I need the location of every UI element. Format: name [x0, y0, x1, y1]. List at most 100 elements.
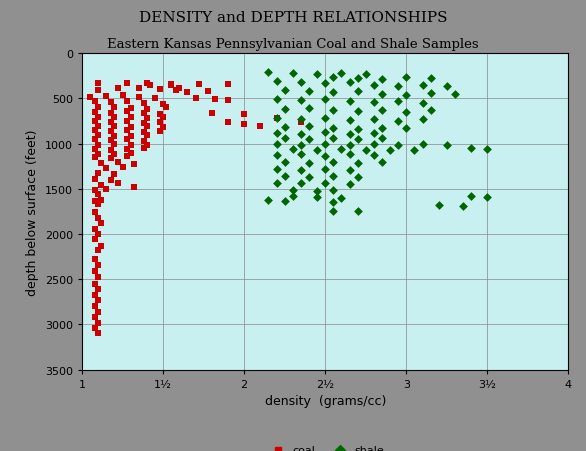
Point: [122, 146, 132, 153]
Point: [223, 119, 233, 126]
Point: [450, 92, 459, 99]
Point: [410, 147, 419, 154]
Point: [126, 143, 135, 150]
Point: [90, 146, 100, 153]
Point: [94, 87, 103, 95]
Point: [110, 171, 119, 179]
Point: [434, 202, 444, 209]
Point: [90, 209, 100, 216]
Point: [442, 83, 451, 90]
Point: [304, 136, 314, 143]
Point: [110, 152, 119, 159]
Point: [158, 115, 168, 122]
Point: [139, 129, 148, 136]
Point: [130, 184, 139, 191]
Point: [94, 297, 103, 304]
Point: [142, 123, 152, 130]
Point: [110, 104, 119, 111]
Point: [126, 150, 135, 157]
Point: [94, 80, 103, 87]
Point: [280, 135, 289, 143]
Point: [393, 98, 403, 106]
Point: [337, 146, 346, 153]
Point: [94, 308, 103, 316]
Point: [94, 319, 103, 327]
Point: [134, 85, 144, 92]
Point: [321, 141, 330, 148]
Point: [204, 88, 213, 96]
Point: [272, 141, 281, 148]
Text: Eastern Kansas Pennsylvanian Coal and Shale Samples: Eastern Kansas Pennsylvanian Coal and Sh…: [107, 38, 479, 51]
Point: [191, 96, 200, 103]
Point: [329, 207, 338, 215]
Point: [90, 127, 100, 134]
Point: [107, 155, 116, 162]
Point: [345, 142, 354, 149]
Point: [130, 161, 139, 168]
Point: [97, 160, 106, 167]
Point: [401, 109, 411, 116]
Point: [94, 170, 103, 178]
Point: [377, 91, 387, 98]
Point: [94, 274, 103, 281]
Point: [426, 75, 435, 83]
Point: [142, 132, 152, 139]
Point: [264, 69, 273, 77]
Point: [142, 106, 152, 114]
Point: [90, 325, 100, 332]
Point: [353, 160, 362, 167]
Point: [329, 159, 338, 166]
Point: [329, 199, 338, 207]
Point: [353, 136, 362, 143]
Point: [321, 166, 330, 173]
Point: [210, 97, 220, 104]
Point: [483, 146, 492, 153]
Point: [321, 153, 330, 160]
Point: [353, 126, 362, 133]
Point: [466, 145, 476, 152]
Point: [272, 179, 281, 187]
Point: [102, 165, 111, 172]
Point: [377, 135, 387, 143]
Point: [393, 142, 403, 149]
Point: [97, 220, 106, 227]
Point: [166, 81, 176, 88]
Point: [126, 124, 135, 132]
Point: [361, 147, 370, 155]
Point: [102, 93, 111, 100]
Point: [240, 121, 249, 128]
Point: [288, 187, 298, 194]
Point: [139, 100, 148, 107]
Point: [255, 123, 265, 130]
Point: [155, 87, 165, 94]
Point: [90, 291, 100, 299]
Point: [97, 182, 106, 189]
Point: [353, 174, 362, 181]
Point: [139, 120, 148, 127]
Point: [280, 173, 289, 180]
Point: [369, 152, 379, 160]
Point: [122, 98, 132, 106]
Point: [369, 99, 379, 106]
Point: [113, 180, 122, 188]
Point: [97, 243, 106, 250]
Point: [418, 100, 427, 107]
Point: [122, 118, 132, 125]
Point: [393, 83, 403, 90]
Point: [118, 164, 127, 171]
Point: [369, 130, 379, 138]
Point: [442, 142, 451, 149]
Point: [166, 82, 176, 89]
Point: [296, 152, 306, 159]
Point: [118, 92, 127, 99]
Point: [345, 117, 354, 124]
Point: [272, 130, 281, 137]
Point: [94, 286, 103, 293]
Point: [466, 193, 476, 200]
Point: [329, 173, 338, 180]
Point: [312, 194, 322, 201]
Point: [134, 94, 144, 101]
Point: [110, 141, 119, 148]
Point: [369, 82, 379, 89]
Point: [264, 197, 273, 204]
